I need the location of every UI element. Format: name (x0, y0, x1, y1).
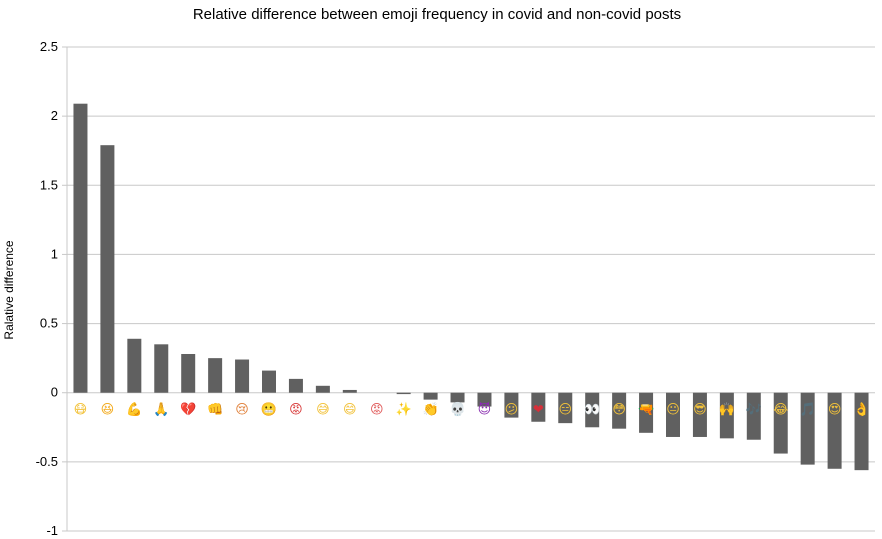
chart-title: Relative difference between emoji freque… (193, 6, 681, 23)
bar (342, 389, 357, 393)
bar (639, 392, 654, 433)
category-label: 🙏 (153, 402, 169, 418)
bar (773, 392, 788, 454)
bar (558, 392, 573, 424)
category-label: 🔫 (638, 403, 654, 418)
category-label: 😕 (505, 403, 519, 418)
bar (423, 392, 438, 400)
bar (208, 358, 223, 393)
category-label: 🎶 (746, 402, 762, 418)
y-tick-label: -0.5 (36, 454, 58, 469)
y-tick-label: 2 (51, 108, 58, 123)
category-label: 😆 (101, 403, 115, 418)
y-tick-label: -1 (46, 523, 58, 538)
category-label: 😑 (558, 403, 572, 418)
bar (396, 392, 411, 395)
category-label: 😄 (343, 403, 357, 418)
bar (827, 392, 842, 469)
category-label: 🙌 (719, 402, 735, 418)
category-label: ✨ (396, 402, 412, 418)
y-tick-label: 2.5 (40, 39, 58, 54)
category-label: 👊 (207, 403, 223, 418)
bar (719, 392, 734, 439)
bar (100, 145, 115, 393)
category-label: 😎 (693, 403, 707, 418)
category-label: 😡 (370, 403, 384, 418)
category-label: 😈 (478, 402, 492, 418)
bar (450, 392, 465, 403)
category-label: 😷 (74, 403, 88, 418)
bar (73, 103, 88, 393)
y-tick-label: 1 (51, 246, 58, 261)
bars (73, 103, 869, 471)
bar (154, 344, 169, 393)
bar (504, 392, 519, 418)
bar (531, 392, 546, 422)
category-label: 😳 (612, 403, 626, 418)
category-label: 👀 (584, 403, 600, 418)
bar (746, 392, 761, 440)
category-label: 👏 (423, 402, 439, 418)
bar (288, 378, 303, 393)
y-axis-title: Ralative difference (2, 240, 16, 339)
bar (127, 338, 142, 393)
bar (692, 392, 707, 437)
category-labels: 😷 😆 💪 🙏 💔 👊 😢 😬 😡 😅 😄 😡 ✨ 👏 💀 😈 😕 ❤ 😑 👀 😳 🔫 😐 😎 🙌 🎶 😂 🎵 😍 👌 (74, 402, 870, 418)
category-label: 😡 (289, 403, 303, 418)
y-tick-label: 0 (51, 385, 58, 400)
category-label: 🎵 (800, 402, 816, 418)
bar (666, 392, 680, 437)
bar (262, 370, 276, 393)
category-label: 😍 (828, 403, 842, 418)
bar (235, 359, 250, 393)
bar (477, 392, 492, 407)
gridlines (62, 46, 875, 532)
bar (800, 392, 815, 465)
category-label: 💔 (180, 402, 197, 418)
category-label: 💀 (449, 402, 465, 418)
bar (854, 392, 869, 471)
category-label: 😐 (666, 403, 680, 418)
category-label: 😂 (773, 403, 788, 418)
category-label: 😢 (235, 403, 249, 418)
category-label: 😅 (316, 403, 330, 418)
y-tick-label: 0.5 (40, 316, 58, 331)
category-label: 👌 (853, 402, 869, 418)
y-axis-ticks: 2.5 2 1.5 1 0.5 0 -0.5 -1 (36, 39, 58, 538)
category-label: 😬 (261, 402, 277, 418)
y-tick-label: 1.5 (40, 177, 58, 192)
bar (612, 392, 627, 429)
bar (181, 353, 196, 393)
bar (315, 385, 330, 393)
category-label: 💪 (126, 402, 142, 418)
category-label: ❤ (533, 403, 544, 418)
bar (585, 392, 600, 428)
